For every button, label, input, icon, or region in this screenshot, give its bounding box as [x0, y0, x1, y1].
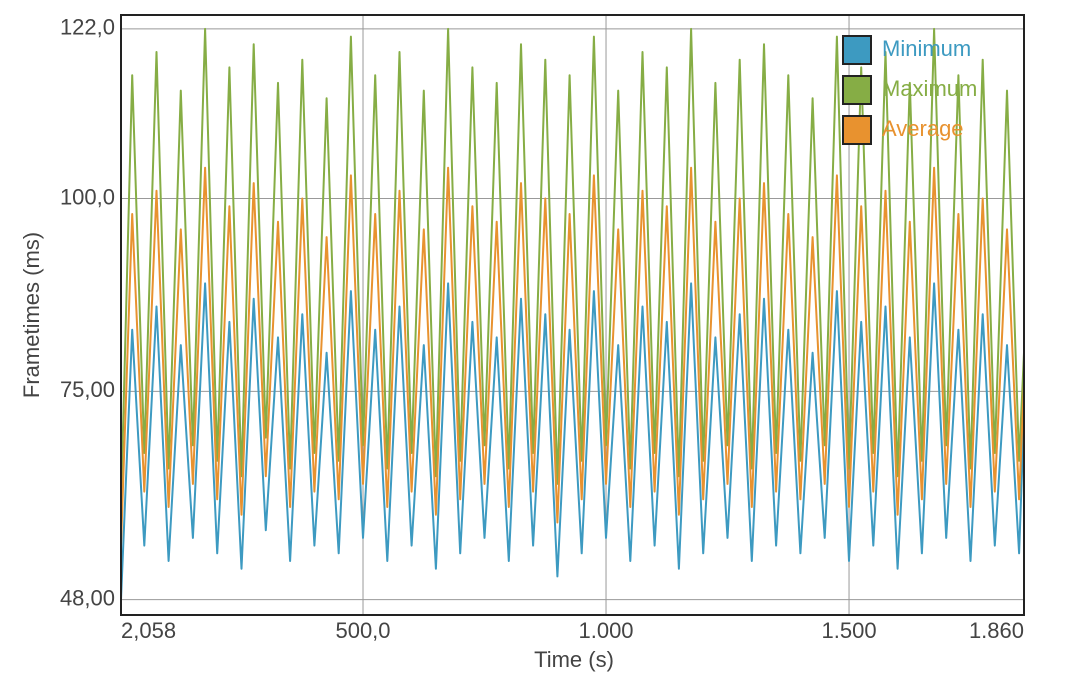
series-line: [120, 166, 1025, 546]
x-tick-label: 500,0: [335, 618, 390, 643]
legend-label: Minimum: [882, 36, 971, 61]
series-line: [120, 282, 1025, 600]
series-line: [120, 27, 1025, 508]
legend-label: Average: [882, 116, 964, 141]
plot-frame: [120, 14, 1025, 616]
y-tick-label: 75,00: [60, 377, 115, 402]
x-tick-label: 1.500: [822, 618, 877, 643]
legend-swatch: [842, 115, 872, 145]
y-tick-label: 100,0: [60, 184, 115, 209]
y-tick-label: 122,0: [60, 15, 115, 40]
y-axis-title: Frametimes (ms): [19, 232, 44, 398]
legend-swatch: [842, 75, 872, 105]
y-tick-label: 48,00: [60, 585, 115, 610]
x-tick-label: 1.000: [578, 618, 633, 643]
x-tick-label: 1.860: [969, 618, 1024, 643]
x-axis-title: Time (s): [534, 647, 614, 672]
x-tick-label: 2,058: [121, 618, 176, 643]
legend-swatch: [842, 35, 872, 65]
legend-label: Maximum: [882, 76, 977, 101]
